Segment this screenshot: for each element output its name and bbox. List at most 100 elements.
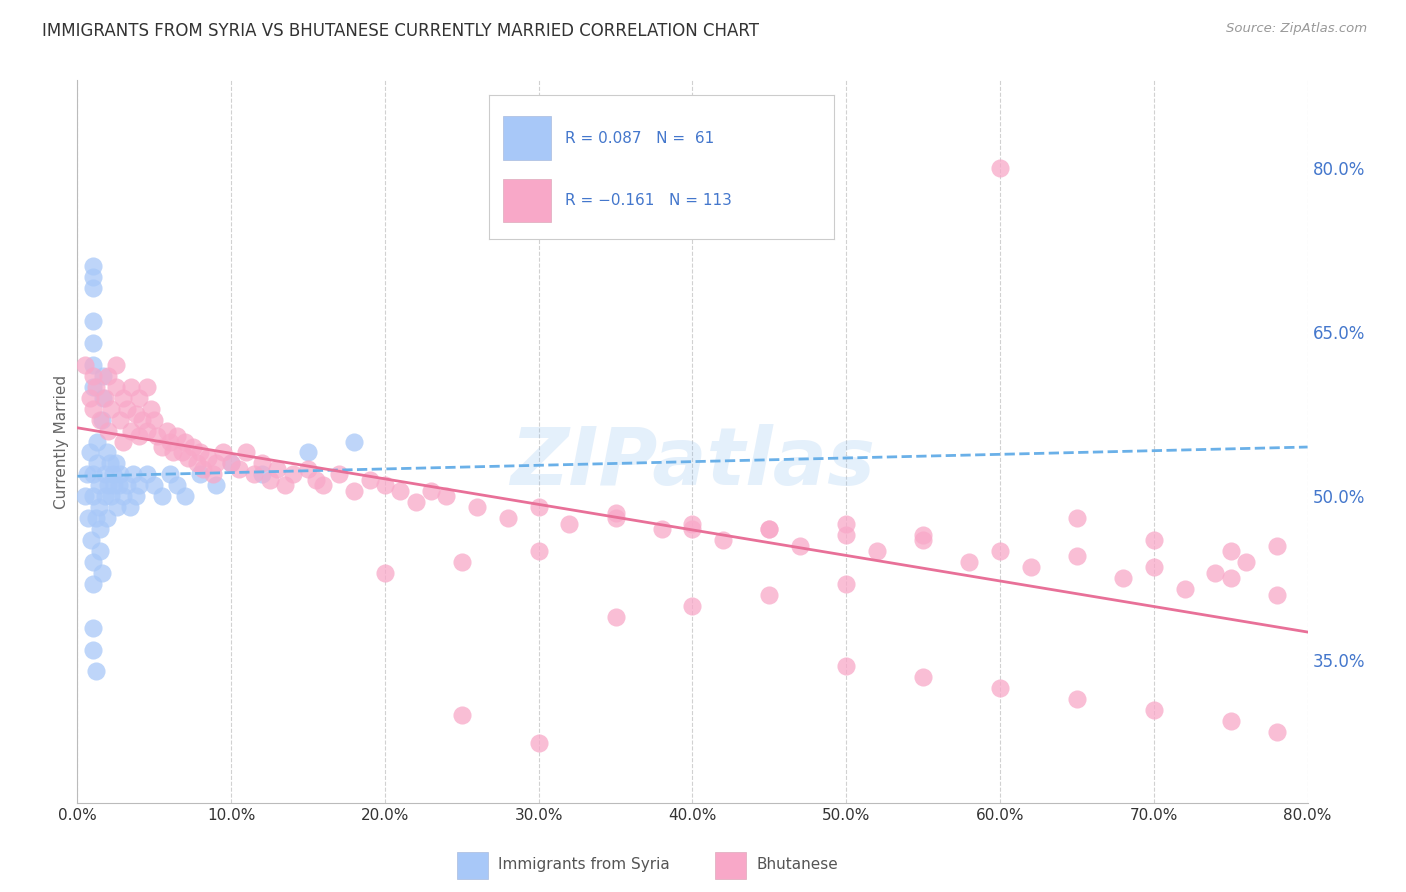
Point <box>162 445 184 459</box>
Point <box>305 473 328 487</box>
Point <box>110 467 132 482</box>
Point <box>93 368 115 383</box>
Point <box>912 670 935 684</box>
Point <box>186 457 208 471</box>
Point <box>143 412 166 426</box>
Point <box>101 467 124 482</box>
Point <box>328 467 350 482</box>
Point <box>436 489 458 503</box>
Point <box>141 401 163 416</box>
Point <box>166 478 188 492</box>
Point <box>82 467 104 482</box>
Point <box>188 445 212 459</box>
Point <box>94 467 117 482</box>
Text: ZIPatlas: ZIPatlas <box>510 425 875 502</box>
Point <box>527 735 550 749</box>
Point <box>450 708 472 723</box>
Point <box>73 358 96 372</box>
Point <box>1265 539 1288 553</box>
Point <box>204 478 226 492</box>
Point <box>97 478 120 492</box>
Point <box>143 478 166 492</box>
Point <box>97 424 120 438</box>
Point <box>527 500 550 515</box>
Point <box>82 621 104 635</box>
Point <box>166 429 188 443</box>
Point <box>605 506 627 520</box>
Point <box>103 478 125 492</box>
Point <box>159 467 181 482</box>
Point <box>82 281 104 295</box>
Point <box>558 516 581 531</box>
Point <box>98 457 121 471</box>
Point <box>1143 703 1166 717</box>
Point <box>181 440 204 454</box>
Point <box>1112 571 1135 585</box>
Point <box>86 434 108 449</box>
Point <box>94 489 117 503</box>
Point <box>835 516 858 531</box>
Point <box>104 457 127 471</box>
Point <box>527 544 550 558</box>
Point <box>682 516 704 531</box>
Point <box>758 522 780 536</box>
Point <box>108 478 131 492</box>
Point <box>82 380 104 394</box>
Point <box>1204 566 1226 580</box>
Point <box>89 522 111 536</box>
Point <box>121 467 143 482</box>
Point <box>84 511 107 525</box>
Point <box>219 457 242 471</box>
Y-axis label: Currently Married: Currently Married <box>53 375 69 508</box>
Point <box>97 368 120 383</box>
Point <box>912 527 935 541</box>
Point <box>77 511 100 525</box>
Point <box>193 462 215 476</box>
Point <box>128 429 150 443</box>
Point <box>96 445 118 459</box>
Point <box>96 511 118 525</box>
Point <box>104 380 127 394</box>
Point <box>1066 511 1088 525</box>
Point <box>1019 560 1042 574</box>
Point <box>87 500 110 515</box>
Point <box>155 424 177 438</box>
Point <box>1143 533 1166 547</box>
Point <box>1219 544 1241 558</box>
Point <box>1265 724 1288 739</box>
Point <box>87 478 110 492</box>
Point <box>104 358 127 372</box>
Point <box>219 457 242 471</box>
Point <box>82 336 104 351</box>
Point <box>359 473 381 487</box>
Point <box>835 659 858 673</box>
Point <box>94 391 117 405</box>
Point <box>170 445 193 459</box>
Point <box>259 473 281 487</box>
Point <box>120 424 142 438</box>
Point <box>93 391 115 405</box>
Point <box>465 500 488 515</box>
Point <box>82 270 104 285</box>
Point <box>204 457 226 471</box>
Point <box>115 478 138 492</box>
Point <box>312 478 335 492</box>
Point <box>80 533 103 547</box>
Text: IMMIGRANTS FROM SYRIA VS BHUTANESE CURRENTLY MARRIED CORRELATION CHART: IMMIGRANTS FROM SYRIA VS BHUTANESE CURRE… <box>42 22 759 40</box>
Point <box>150 440 173 454</box>
Point <box>82 358 104 372</box>
Point <box>112 434 135 449</box>
Point <box>988 544 1011 558</box>
Point <box>343 483 366 498</box>
Point <box>76 467 98 482</box>
Point <box>450 555 472 569</box>
Point <box>89 544 111 558</box>
Point <box>90 566 114 580</box>
Point <box>73 489 96 503</box>
Point <box>82 577 104 591</box>
Point <box>82 489 104 503</box>
Point <box>281 467 304 482</box>
Point <box>682 522 704 536</box>
Point <box>1066 549 1088 564</box>
Point <box>374 566 396 580</box>
